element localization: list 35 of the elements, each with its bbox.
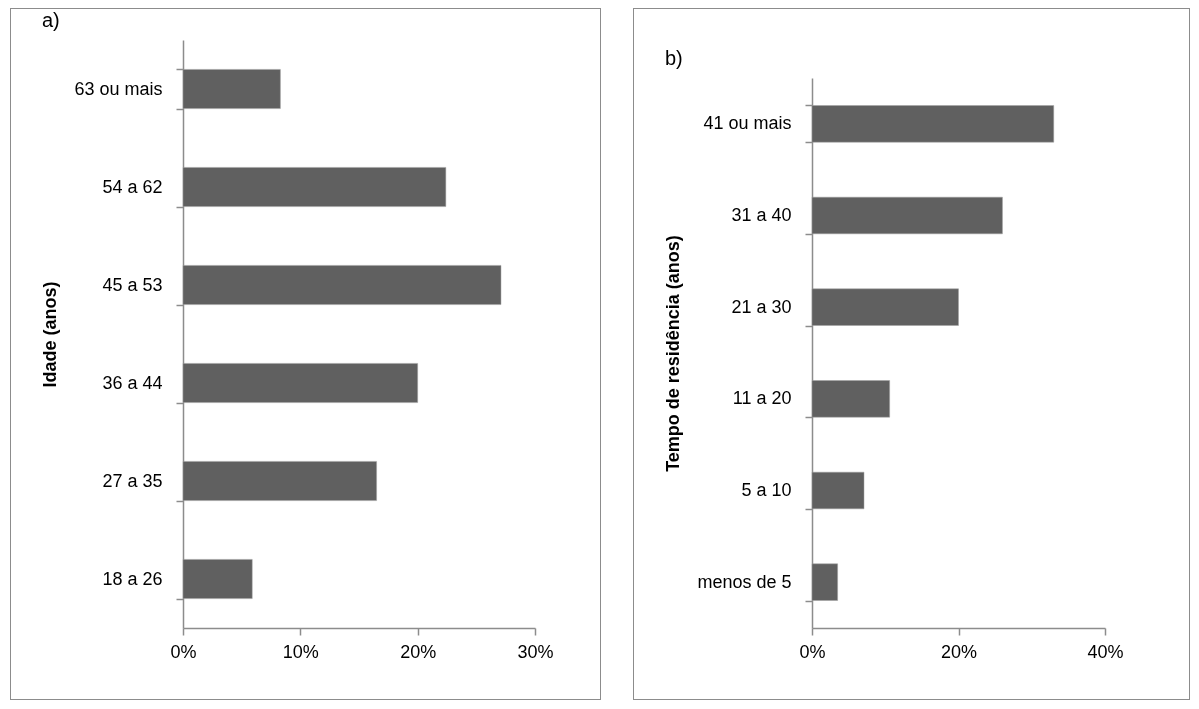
bar — [811, 471, 865, 510]
bar — [811, 563, 838, 601]
bar — [182, 363, 418, 403]
y-tick-label: 5 a 10 — [741, 480, 792, 500]
y-axis-title: Idade (anos) — [40, 281, 61, 388]
y-tick-label: 18 a 26 — [102, 568, 163, 589]
bar — [811, 380, 890, 418]
x-tick-label: 0% — [170, 641, 197, 662]
y-axis-title: Tempo de residência (anos) — [663, 235, 684, 472]
bar — [182, 69, 281, 109]
y-tick-label: 27 a 35 — [102, 470, 163, 491]
x-tick-label: 30% — [517, 641, 554, 662]
y-tick-label: 63 ou mais — [74, 78, 163, 99]
x-tick-label: 20% — [400, 641, 437, 662]
x-tick-label: 40% — [1087, 641, 1124, 662]
bar — [182, 461, 377, 501]
y-tick-label: 21 a 30 — [731, 296, 792, 317]
x-tick-label: 20% — [940, 641, 978, 662]
chart-title: b) — [664, 47, 683, 69]
bar — [811, 196, 1003, 235]
x-tick-label: 0% — [799, 641, 826, 662]
bar — [811, 105, 1054, 143]
y-tick-label: 11 a 20 — [732, 388, 792, 409]
x-tick-label: 10% — [282, 641, 319, 662]
chart-title: a) — [41, 9, 60, 31]
bar — [182, 167, 447, 207]
y-tick-label: menos de 5 — [697, 571, 792, 592]
y-tick-label: 31 a 40 — [731, 205, 792, 225]
bar — [811, 288, 959, 326]
y-tick-label: 45 a 53 — [102, 274, 163, 295]
bar — [182, 265, 502, 305]
y-tick-label: 36 a 44 — [102, 372, 163, 393]
bar — [182, 559, 253, 599]
y-tick-label: 54 a 62 — [102, 176, 163, 197]
y-tick-label: 41 ou mais — [703, 113, 792, 134]
